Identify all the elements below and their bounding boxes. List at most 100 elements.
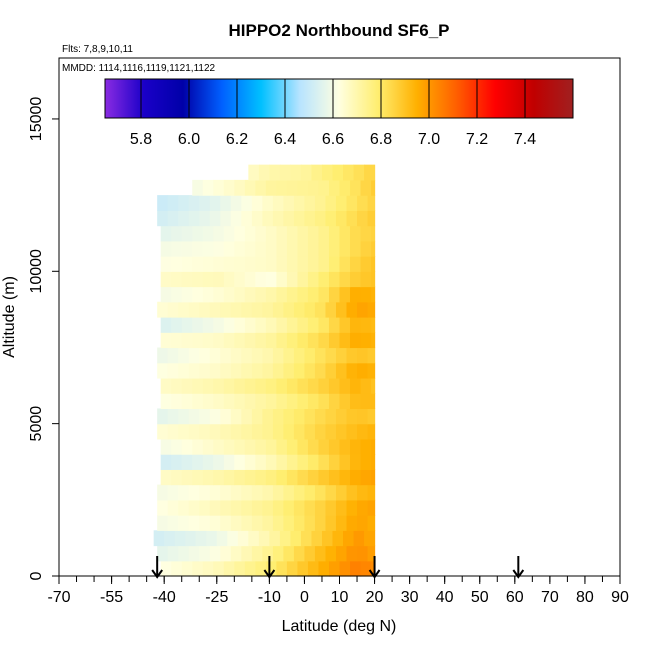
heatmap-cell [178, 499, 190, 516]
heatmap-cell [318, 271, 330, 288]
heatmap-cell [202, 454, 214, 470]
heatmap-cell [181, 271, 193, 288]
heatmap-cell [276, 317, 288, 333]
heatmap-cell [174, 530, 186, 547]
colorbar-tick-label: 6.4 [274, 131, 296, 148]
heatmap-cell [307, 286, 320, 303]
heatmap-cell [371, 240, 376, 257]
heatmap-cell [350, 454, 362, 470]
heatmap-cell [241, 408, 253, 425]
heatmap-cell [272, 210, 284, 227]
heatmap-cell [202, 438, 214, 455]
heatmap-cell [318, 317, 330, 333]
heatmap-cell [307, 377, 320, 394]
heatmap-cell [213, 286, 225, 303]
heatmap-cell [244, 240, 256, 257]
heatmap-cell [230, 210, 242, 227]
heatmap-cell [300, 164, 313, 181]
heatmap-cell [339, 469, 351, 486]
heatmap-cell [318, 454, 330, 470]
heatmap-cell [307, 393, 320, 410]
heatmap-cell [188, 499, 200, 516]
heatmap-cell [234, 286, 246, 303]
heatmap-cell [181, 469, 193, 486]
heatmap-cell [297, 377, 309, 394]
chart-title: HIPPO2 Northbound SF6_P [228, 21, 449, 40]
heatmap-cell [188, 545, 200, 562]
heatmap-cell [265, 393, 277, 410]
heatmap-cell [339, 393, 351, 410]
colorbar-tick-label: 7.0 [418, 131, 440, 148]
heatmap-cell [350, 271, 362, 288]
heatmap-cell [307, 438, 320, 455]
heatmap-cell [265, 332, 277, 349]
heatmap-cell [339, 377, 351, 394]
heatmap-cell [346, 545, 358, 562]
heatmap-cell [234, 377, 246, 394]
heatmap-cell [364, 164, 376, 181]
heatmap-cell [304, 347, 316, 364]
heatmap-cell [318, 225, 330, 242]
heatmap-cell [202, 179, 214, 196]
heatmap-cell [321, 530, 334, 547]
heatmap-cell [346, 347, 358, 364]
x-axis-label: Latitude (deg N) [282, 618, 397, 635]
heatmap-cell [314, 408, 327, 425]
heatmap-cell [371, 225, 376, 242]
heatmap-cell [171, 377, 183, 394]
x-tick-label: -55 [100, 589, 123, 606]
colorbar-tick-label: 5.8 [130, 131, 152, 148]
heatmap-cell [220, 210, 232, 227]
heatmap-cell [272, 499, 284, 516]
heatmap-cell [272, 362, 284, 379]
heatmap-cell [192, 240, 204, 257]
heatmap-cell [157, 423, 169, 440]
heatmap-cell [209, 408, 221, 425]
heatmap-cell [181, 393, 193, 410]
profile-arrow [263, 556, 276, 579]
heatmap-cell [314, 301, 327, 318]
heatmap-cell [171, 225, 183, 242]
heatmap-cell [192, 332, 204, 349]
heatmap-cell [346, 484, 358, 501]
heatmap-cell [251, 362, 263, 379]
heatmap-cell [360, 179, 372, 196]
heatmap-cell [244, 317, 256, 333]
heatmap-cell [283, 545, 295, 562]
y-axis: 0 5000 10000 15000 [28, 97, 59, 580]
heatmap-cell [360, 225, 372, 242]
heatmap-cell [244, 469, 256, 486]
heatmap-cell [332, 164, 344, 181]
heatmap-cell [209, 484, 221, 501]
heatmap-cell [318, 469, 330, 486]
heatmap-cell [171, 286, 183, 303]
heatmap-cell [272, 347, 284, 364]
heatmap-cell [199, 499, 211, 516]
heatmap-cell [220, 545, 232, 562]
heatmap-cell [251, 423, 263, 440]
heatmap-cell [258, 530, 270, 547]
heatmap-cell [192, 560, 204, 577]
heatmap-cell [209, 347, 221, 364]
heatmap-cell [276, 438, 288, 455]
heatmap-cell [202, 317, 214, 333]
y-axis-label: Altitude (m) [1, 276, 18, 358]
heatmap-cell [160, 317, 172, 333]
heatmap-cell [241, 195, 253, 211]
heatmap-cell [276, 271, 288, 288]
heatmap-cell [199, 515, 211, 531]
x-tick-label: -25 [205, 589, 228, 606]
heatmap-cell [160, 225, 172, 242]
heatmap-cell [167, 195, 179, 211]
heatmap-cell [244, 454, 256, 470]
heatmap-cell [314, 484, 327, 501]
heatmap-cell [311, 164, 323, 181]
heatmap-cell [262, 408, 274, 425]
heatmap-cell [262, 484, 274, 501]
heatmap-cell [185, 530, 197, 547]
heatmap-cell [230, 347, 242, 364]
heatmap-cell [209, 195, 221, 211]
heatmap-cell [202, 256, 214, 272]
heatmap-cell [304, 301, 316, 318]
heatmap-cell [202, 560, 214, 577]
